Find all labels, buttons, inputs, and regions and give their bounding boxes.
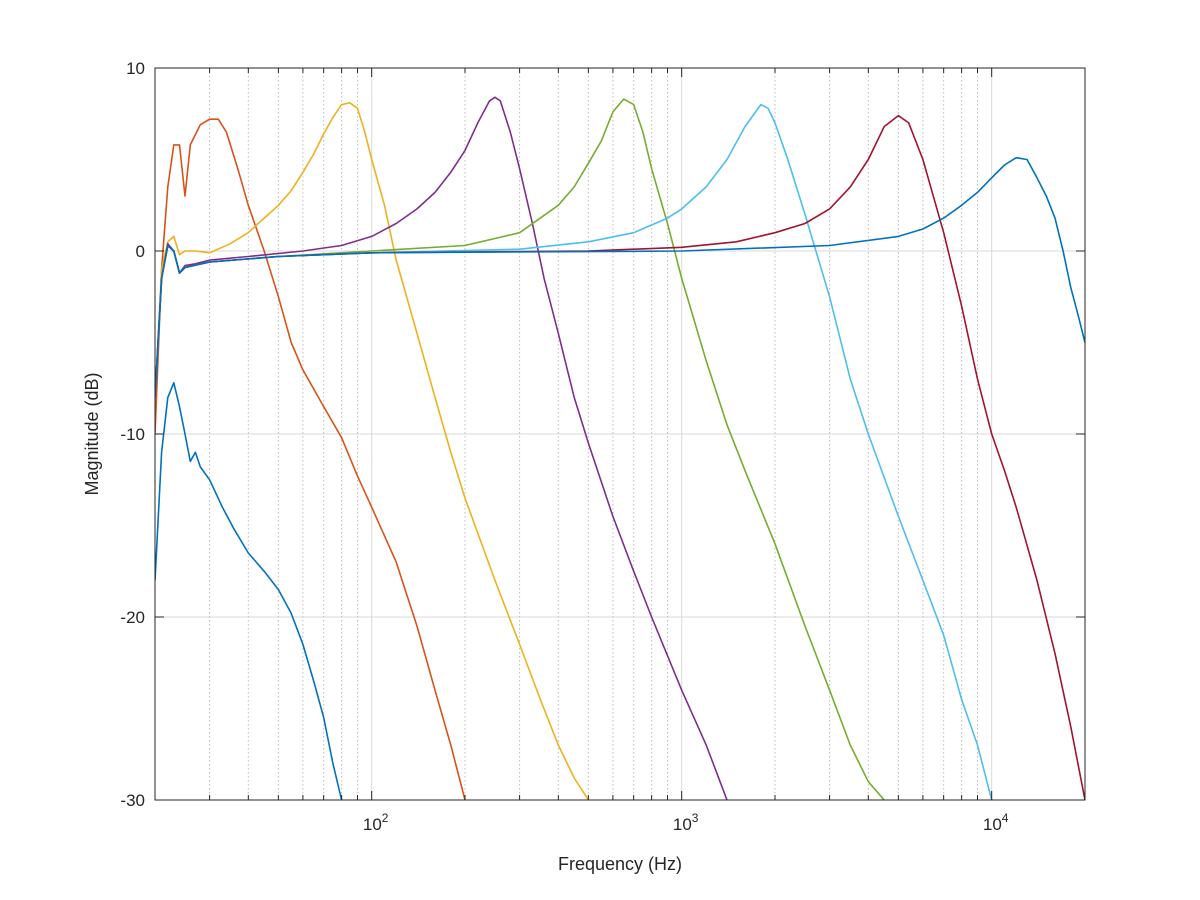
x-axis-label: Frequency (Hz) (558, 854, 682, 874)
axis-ticks (154, 67, 1086, 801)
ytick-label: -20 (120, 608, 145, 627)
series-line (155, 102, 590, 800)
xtick-label: 104 (983, 811, 1009, 834)
ytick-label: -30 (120, 791, 145, 810)
x-tick-labels: 102 103 104 (363, 811, 1009, 834)
series-line (155, 156, 1085, 398)
xtick-label: 103 (673, 811, 699, 834)
xtick-exponent: 2 (382, 811, 389, 825)
series-line (155, 118, 466, 800)
xtick-exponent: 3 (692, 811, 699, 825)
series-line (155, 382, 343, 800)
xtick-label: 102 (363, 811, 389, 834)
ytick-label: 0 (136, 242, 145, 261)
xtick-exponent: 4 (1002, 811, 1009, 825)
y-axis-label: Magnitude (dB) (82, 372, 102, 495)
series-line (155, 96, 728, 800)
ytick-label: 10 (126, 59, 145, 78)
series-lines (155, 96, 1085, 800)
y-tick-labels: 10 0 -10 -20 -30 (120, 59, 145, 810)
ytick-label: -10 (120, 425, 145, 444)
